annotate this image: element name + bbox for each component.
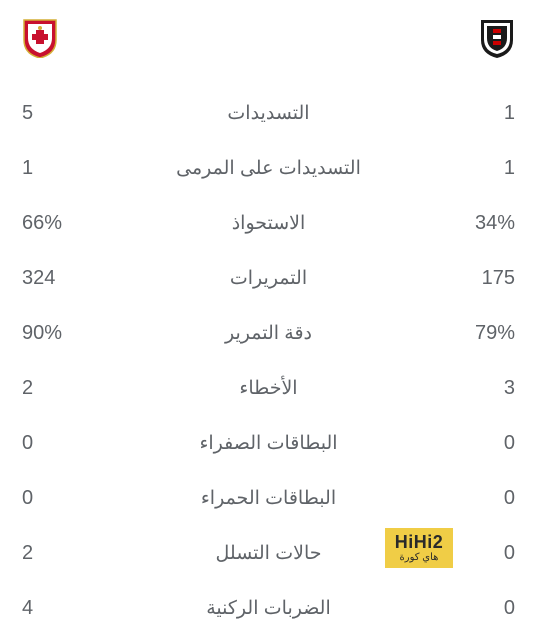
stat-left-value: 0 [22, 432, 82, 455]
stat-right-value: 1 [455, 157, 515, 180]
stat-label: التمريرات [82, 267, 455, 290]
stat-label: البطاقات الصفراء [82, 432, 455, 455]
stat-right-value: 3 [455, 377, 515, 400]
watermark-small: هاي كورة [400, 553, 439, 563]
stat-label: البطاقات الحمراء [82, 487, 455, 510]
stat-row: 2 الأخطاء 3 [22, 361, 515, 416]
stat-label: دقة التمرير [82, 322, 455, 345]
stat-right-value: 1 [455, 102, 515, 125]
stat-left-value: 90% [22, 322, 82, 345]
team-left-crest [22, 18, 58, 58]
stat-left-value: 1 [22, 157, 82, 180]
stat-left-value: 2 [22, 542, 82, 565]
stat-right-value: 79% [455, 322, 515, 345]
stat-label: الأخطاء [82, 377, 455, 400]
stat-label: التسديدات [82, 102, 455, 125]
stat-row: 4 الضربات الركنية 0 [22, 581, 515, 636]
stat-right-value: 0 [455, 542, 515, 565]
stat-left-value: 2 [22, 377, 82, 400]
stat-row: 0 البطاقات الصفراء 0 [22, 416, 515, 471]
stat-left-value: 4 [22, 597, 82, 620]
watermark-big: HiHi2 [395, 533, 444, 551]
team-right-crest [479, 18, 515, 58]
stat-right-value: 0 [455, 597, 515, 620]
watermark: HiHi2 هاي كورة [385, 528, 453, 568]
stat-row: 1 التسديدات على المرمى 1 [22, 141, 515, 196]
stat-row: 90% دقة التمرير 79% [22, 306, 515, 361]
header [22, 18, 515, 58]
stat-label: الضربات الركنية [82, 597, 455, 620]
stat-right-value: 0 [455, 432, 515, 455]
stat-row: 324 التمريرات 175 [22, 251, 515, 306]
stat-right-value: 175 [455, 267, 515, 290]
stat-left-value: 5 [22, 102, 82, 125]
stat-label: التسديدات على المرمى [82, 157, 455, 180]
stat-label: الاستحواذ [82, 212, 455, 235]
stat-right-value: 34% [455, 212, 515, 235]
stat-right-value: 0 [455, 487, 515, 510]
stat-left-value: 324 [22, 267, 82, 290]
stat-row: 0 البطاقات الحمراء 0 [22, 471, 515, 526]
stat-row: 5 التسديدات 1 [22, 86, 515, 141]
stat-left-value: 0 [22, 487, 82, 510]
stat-left-value: 66% [22, 212, 82, 235]
stat-row: 66% الاستحواذ 34% [22, 196, 515, 251]
